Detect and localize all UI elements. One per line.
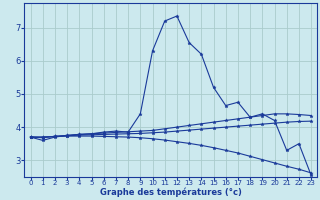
X-axis label: Graphe des températures (°c): Graphe des températures (°c) xyxy=(100,188,242,197)
